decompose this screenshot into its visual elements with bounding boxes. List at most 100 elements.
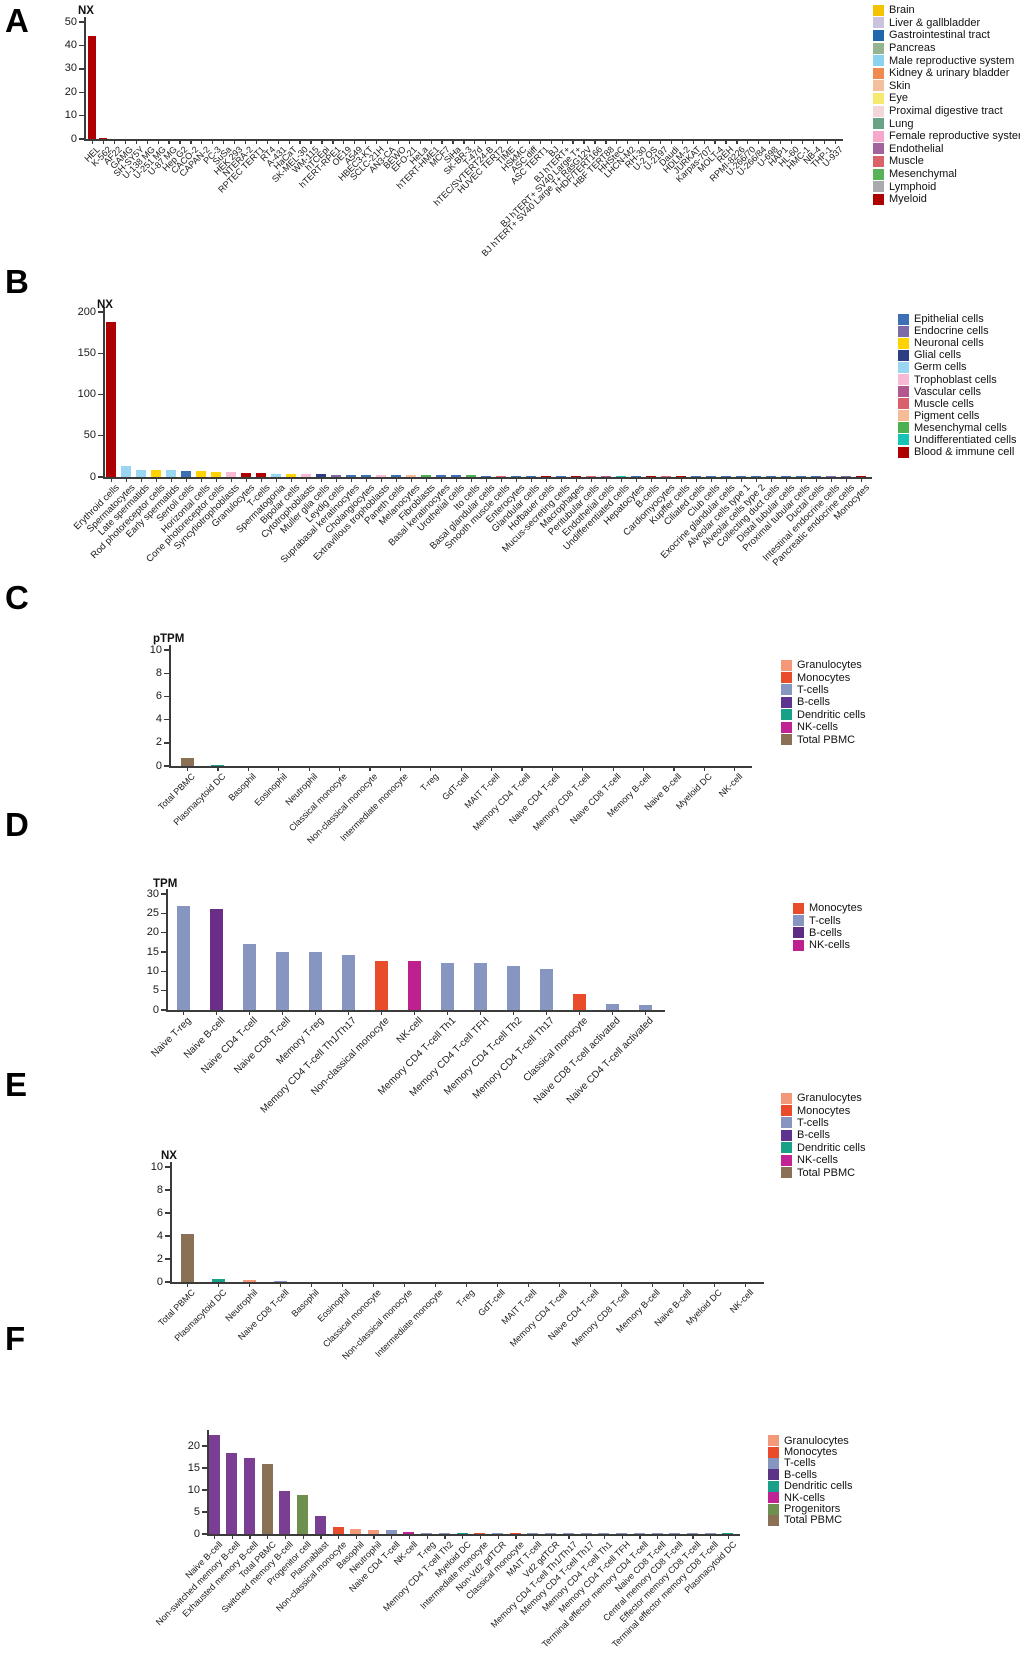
x-axis-tick [692, 139, 694, 144]
y-axis-tick-label: 0 [89, 470, 96, 483]
x-axis-tick [621, 1534, 623, 1539]
x-axis-tick [315, 1010, 317, 1015]
x-axis-tick [396, 477, 398, 482]
bar [796, 475, 806, 477]
legend-swatch [781, 659, 792, 671]
x-axis-tick [339, 766, 341, 771]
panel-label-a: A [5, 2, 29, 39]
legend-label: Gastrointestinal tract [889, 29, 990, 42]
x-axis-tick [616, 139, 618, 144]
x-axis-tick [576, 477, 578, 482]
legend-label: T-cells [797, 683, 829, 696]
x-axis-tick [311, 1282, 313, 1287]
y-axis-unit-label: NX [78, 5, 94, 17]
bar [176, 905, 190, 1010]
x-tick-label: Non-switched memory B-cell [154, 1539, 243, 1628]
x-axis-tick [216, 1010, 218, 1015]
y-axis-tick [79, 138, 84, 140]
y-axis-tick-label: 5 [152, 984, 159, 997]
y-axis-tick-label: 20 [187, 1439, 200, 1452]
legend-swatch [873, 17, 884, 29]
bar [271, 473, 281, 477]
legend-label: Glial cells [914, 349, 962, 362]
y-axis-tick [202, 1489, 207, 1491]
bar [275, 952, 289, 1010]
x-axis-tick [703, 139, 705, 144]
bar [243, 1458, 255, 1534]
legend-label: NK-cells [784, 1491, 825, 1504]
legend-label: Epithelial cells [914, 313, 984, 326]
x-axis-tick [559, 1282, 561, 1287]
legend-item: NK-cells [781, 1154, 865, 1166]
legend: Monocytes T-cells B-cells NK-cells [793, 902, 862, 952]
legend-label: NK-cells [797, 1154, 838, 1167]
x-axis-tick [336, 477, 338, 482]
y-axis-tick-label: 6 [155, 689, 162, 702]
x-axis-tick [636, 477, 638, 482]
y-axis-tick-label: 4 [156, 1229, 163, 1242]
legend-label: T-cells [797, 1116, 829, 1129]
x-axis-tick [321, 477, 323, 482]
y-axis-tick [165, 1212, 170, 1214]
y-axis-tick-label: 4 [155, 713, 162, 726]
legend-swatch [873, 155, 884, 167]
bar [511, 475, 521, 477]
y-axis-tick-label: 0 [156, 1275, 163, 1288]
bar [180, 757, 194, 766]
y-axis-tick-label: 10 [64, 109, 77, 122]
bar [751, 475, 761, 477]
legend-item: Blood & immune cell [898, 446, 1017, 458]
x-axis-tick [332, 139, 334, 144]
bar [407, 960, 421, 1010]
x-axis-tick [496, 139, 498, 144]
legend-label: Female reproductive system [889, 130, 1020, 143]
bar [211, 472, 221, 477]
x-axis-tick [532, 1534, 535, 1539]
y-axis-tick-label: 0 [193, 1527, 200, 1540]
x-axis-tick [460, 766, 462, 771]
y-axis-tick [161, 912, 166, 915]
x-axis-tick [605, 139, 607, 144]
y-axis-tick-label: 10 [187, 1483, 200, 1496]
x-axis-tick [168, 139, 170, 144]
x-axis-tick [714, 1282, 716, 1287]
bar [332, 1527, 344, 1534]
y-axis-unit-label: pTPM [153, 633, 185, 645]
y-axis-tick-label: 8 [155, 666, 162, 679]
x-axis-tick [284, 1534, 287, 1539]
bar [661, 475, 671, 477]
legend-swatch [781, 1092, 792, 1104]
y-axis-tick-label: 100 [77, 388, 96, 400]
y-axis-tick-label: 50 [64, 15, 77, 28]
x-axis-tick [426, 1534, 428, 1539]
legend: Granulocytes Monocytes T-cells B-cells Dendr… [768, 1435, 852, 1526]
bar [226, 472, 236, 477]
bar [492, 1532, 504, 1534]
legend-item: Brain [873, 4, 1020, 17]
x-axis-tick [190, 139, 192, 144]
legend-swatch [898, 361, 909, 373]
x-axis-tick [244, 139, 247, 144]
x-axis-tick [480, 1010, 482, 1015]
bar [841, 475, 851, 477]
panel-label-e: E [5, 1066, 28, 1103]
legend-label: Pancreas [889, 42, 936, 55]
x-axis-tick [231, 477, 233, 482]
legend-swatch [898, 313, 909, 325]
x-axis-tick [426, 477, 428, 482]
y-axis-tick [164, 695, 169, 698]
x-axis-tick [355, 1534, 358, 1539]
x-axis-tick [266, 139, 269, 144]
y-axis-tick-label: 2 [156, 1252, 163, 1265]
bar [421, 475, 431, 477]
y-axis-tick [164, 765, 169, 767]
x-axis-tick [674, 1534, 677, 1539]
bar [301, 474, 311, 477]
legend-swatch [768, 1492, 779, 1504]
x-axis-tick [288, 139, 290, 144]
legend-label: Undifferentiated cells [914, 433, 1017, 446]
x-axis-tick [725, 139, 727, 144]
legend-label: T-cells [784, 1457, 816, 1470]
